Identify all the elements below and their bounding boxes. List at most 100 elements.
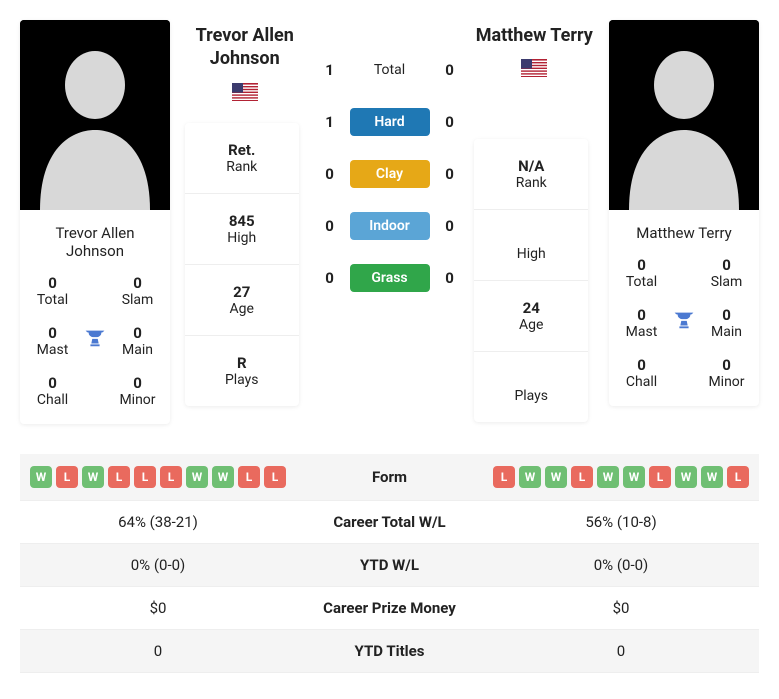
- stat-row: 845High: [185, 194, 299, 265]
- table-row: $0Career Prize Money$0: [20, 587, 759, 630]
- player2-avatar: [609, 20, 759, 210]
- form-badge[interactable]: L: [493, 466, 515, 488]
- title-tile: 0Slam: [111, 274, 164, 308]
- h2h-p2-count: 0: [440, 269, 460, 287]
- form-badge[interactable]: W: [675, 466, 697, 488]
- p2-value: 0: [483, 630, 759, 673]
- row-label: YTD Titles: [296, 630, 483, 673]
- stat-row: N/ARank: [474, 139, 588, 210]
- stat-row: Plays: [474, 352, 588, 422]
- form-sequence: WLWLLLWWLL: [30, 466, 286, 488]
- form-badge[interactable]: L: [56, 466, 78, 488]
- p1-value: $0: [20, 587, 296, 630]
- h2h-row: 0 Clay 0: [320, 160, 460, 188]
- title-tile: 0Chall: [615, 356, 668, 390]
- h2h-p2-count: 0: [440, 217, 460, 235]
- form-sequence: LWWLWWLWWL: [493, 466, 749, 488]
- usa-flag-icon: [521, 59, 547, 77]
- table-row: 64% (38-21)Career Total W/L56% (10-8): [20, 501, 759, 544]
- form-badge[interactable]: L: [649, 466, 671, 488]
- form-badge[interactable]: W: [82, 466, 104, 488]
- player2-stat-card: N/ARank High24Age Plays: [474, 139, 588, 422]
- title-tile: 0Minor: [700, 356, 753, 390]
- p1-value: 0: [20, 630, 296, 673]
- table-row: WLWLLLWWLLFormLWWLWWLWWL: [20, 454, 759, 501]
- surface-pill[interactable]: Indoor: [350, 212, 430, 240]
- form-badge[interactable]: L: [264, 466, 286, 488]
- form-badge[interactable]: L: [160, 466, 182, 488]
- trophy-icon: [79, 327, 111, 355]
- form-badge[interactable]: L: [108, 466, 130, 488]
- form-badge[interactable]: W: [186, 466, 208, 488]
- title-tile: 0Main: [700, 306, 753, 340]
- form-badge[interactable]: L: [238, 466, 260, 488]
- player1-stat-card: Ret.Rank845High27AgeRPlays: [185, 123, 299, 406]
- h2h-column: 1 Total 0 1 Hard 0 0 Clay 0 0 Indoor 0 0 Grass 0: [320, 20, 460, 292]
- h2h-p1-count: 0: [320, 165, 340, 183]
- row-label: Career Total W/L: [296, 501, 483, 544]
- p1-value: 64% (38-21): [20, 501, 296, 544]
- p1-value: 0% (0-0): [20, 544, 296, 587]
- row-label: YTD W/L: [296, 544, 483, 587]
- surface-pill[interactable]: Hard: [350, 108, 430, 136]
- row-label: Career Prize Money: [296, 587, 483, 630]
- stat-row: Ret.Rank: [185, 123, 299, 194]
- h2h-p2-count: 0: [440, 113, 460, 131]
- h2h-p1-count: 0: [320, 269, 340, 287]
- form-badge[interactable]: L: [134, 466, 156, 488]
- title-tile: 0Main: [111, 324, 164, 358]
- comparison-table: WLWLLLWWLLFormLWWLWWLWWL64% (38-21)Caree…: [20, 454, 759, 673]
- player1-titles-grid: 0Total 0Slam 0Mast 0Main 0Chall 0Minor: [20, 274, 170, 424]
- usa-flag-icon: [232, 83, 258, 101]
- p2-value: 0% (0-0): [483, 544, 759, 587]
- h2h-p1-count: 1: [320, 113, 340, 131]
- form-badge[interactable]: L: [571, 466, 593, 488]
- h2h-row: 1 Hard 0: [320, 108, 460, 136]
- h2h-row: 0 Indoor 0: [320, 212, 460, 240]
- title-tile: 0Minor: [111, 374, 164, 408]
- h2h-p1-count: 1: [320, 61, 340, 79]
- player2-name-col: Matthew Terry N/ARank High24Age Plays: [474, 20, 594, 422]
- form-badge[interactable]: W: [30, 466, 52, 488]
- form-badge[interactable]: W: [212, 466, 234, 488]
- surface-pill[interactable]: Total: [350, 56, 430, 84]
- player2-name-large: Matthew Terry: [474, 24, 594, 47]
- form-badge[interactable]: W: [597, 466, 619, 488]
- trophy-icon: [668, 309, 700, 337]
- surface-pill[interactable]: Clay: [350, 160, 430, 188]
- player1-card: Trevor Allen Johnson 0Total 0Slam 0Mast 0Ma…: [20, 20, 170, 424]
- row-label: Form: [296, 454, 483, 501]
- h2h-p1-count: 0: [320, 217, 340, 235]
- player-comparison-header: Trevor Allen Johnson 0Total0Slam0Mast0Ma…: [20, 20, 759, 424]
- form-badge[interactable]: L: [727, 466, 749, 488]
- title-tile: 0Total: [26, 274, 79, 308]
- h2h-p2-count: 0: [440, 61, 460, 79]
- h2h-p2-count: 0: [440, 165, 460, 183]
- p2-value: $0: [483, 587, 759, 630]
- stat-row: 24Age: [474, 281, 588, 352]
- title-tile: 0Mast: [26, 324, 79, 358]
- table-row: 0YTD Titles0: [20, 630, 759, 673]
- form-badge[interactable]: W: [519, 466, 541, 488]
- h2h-row: 0 Grass 0: [320, 264, 460, 292]
- title-tile: 0Total: [615, 256, 668, 290]
- surface-pill[interactable]: Grass: [350, 264, 430, 292]
- player2-card: Matthew Terry 0Total 0Slam 0Mast 0Main 0Chal…: [609, 20, 759, 406]
- player1-name-col: Trevor Allen Johnson Ret.Rank845High27Ag…: [185, 20, 305, 406]
- form-badge[interactable]: W: [701, 466, 723, 488]
- player1-avatar: [20, 20, 170, 210]
- player2-name[interactable]: Matthew Terry: [609, 210, 759, 256]
- form-badge[interactable]: W: [623, 466, 645, 488]
- h2h-row: 1 Total 0: [320, 56, 460, 84]
- stat-row: RPlays: [185, 336, 299, 406]
- stat-row: 27Age: [185, 265, 299, 336]
- table-row: 0% (0-0)YTD W/L0% (0-0): [20, 544, 759, 587]
- p2-value: 56% (10-8): [483, 501, 759, 544]
- player1-name-large: Trevor Allen Johnson: [185, 24, 305, 71]
- title-tile: 0Mast: [615, 306, 668, 340]
- title-tile: 0Chall: [26, 374, 79, 408]
- player1-name[interactable]: Trevor Allen Johnson: [20, 210, 170, 274]
- form-badge[interactable]: W: [545, 466, 567, 488]
- title-tile: 0Slam: [700, 256, 753, 290]
- stat-row: High: [474, 210, 588, 281]
